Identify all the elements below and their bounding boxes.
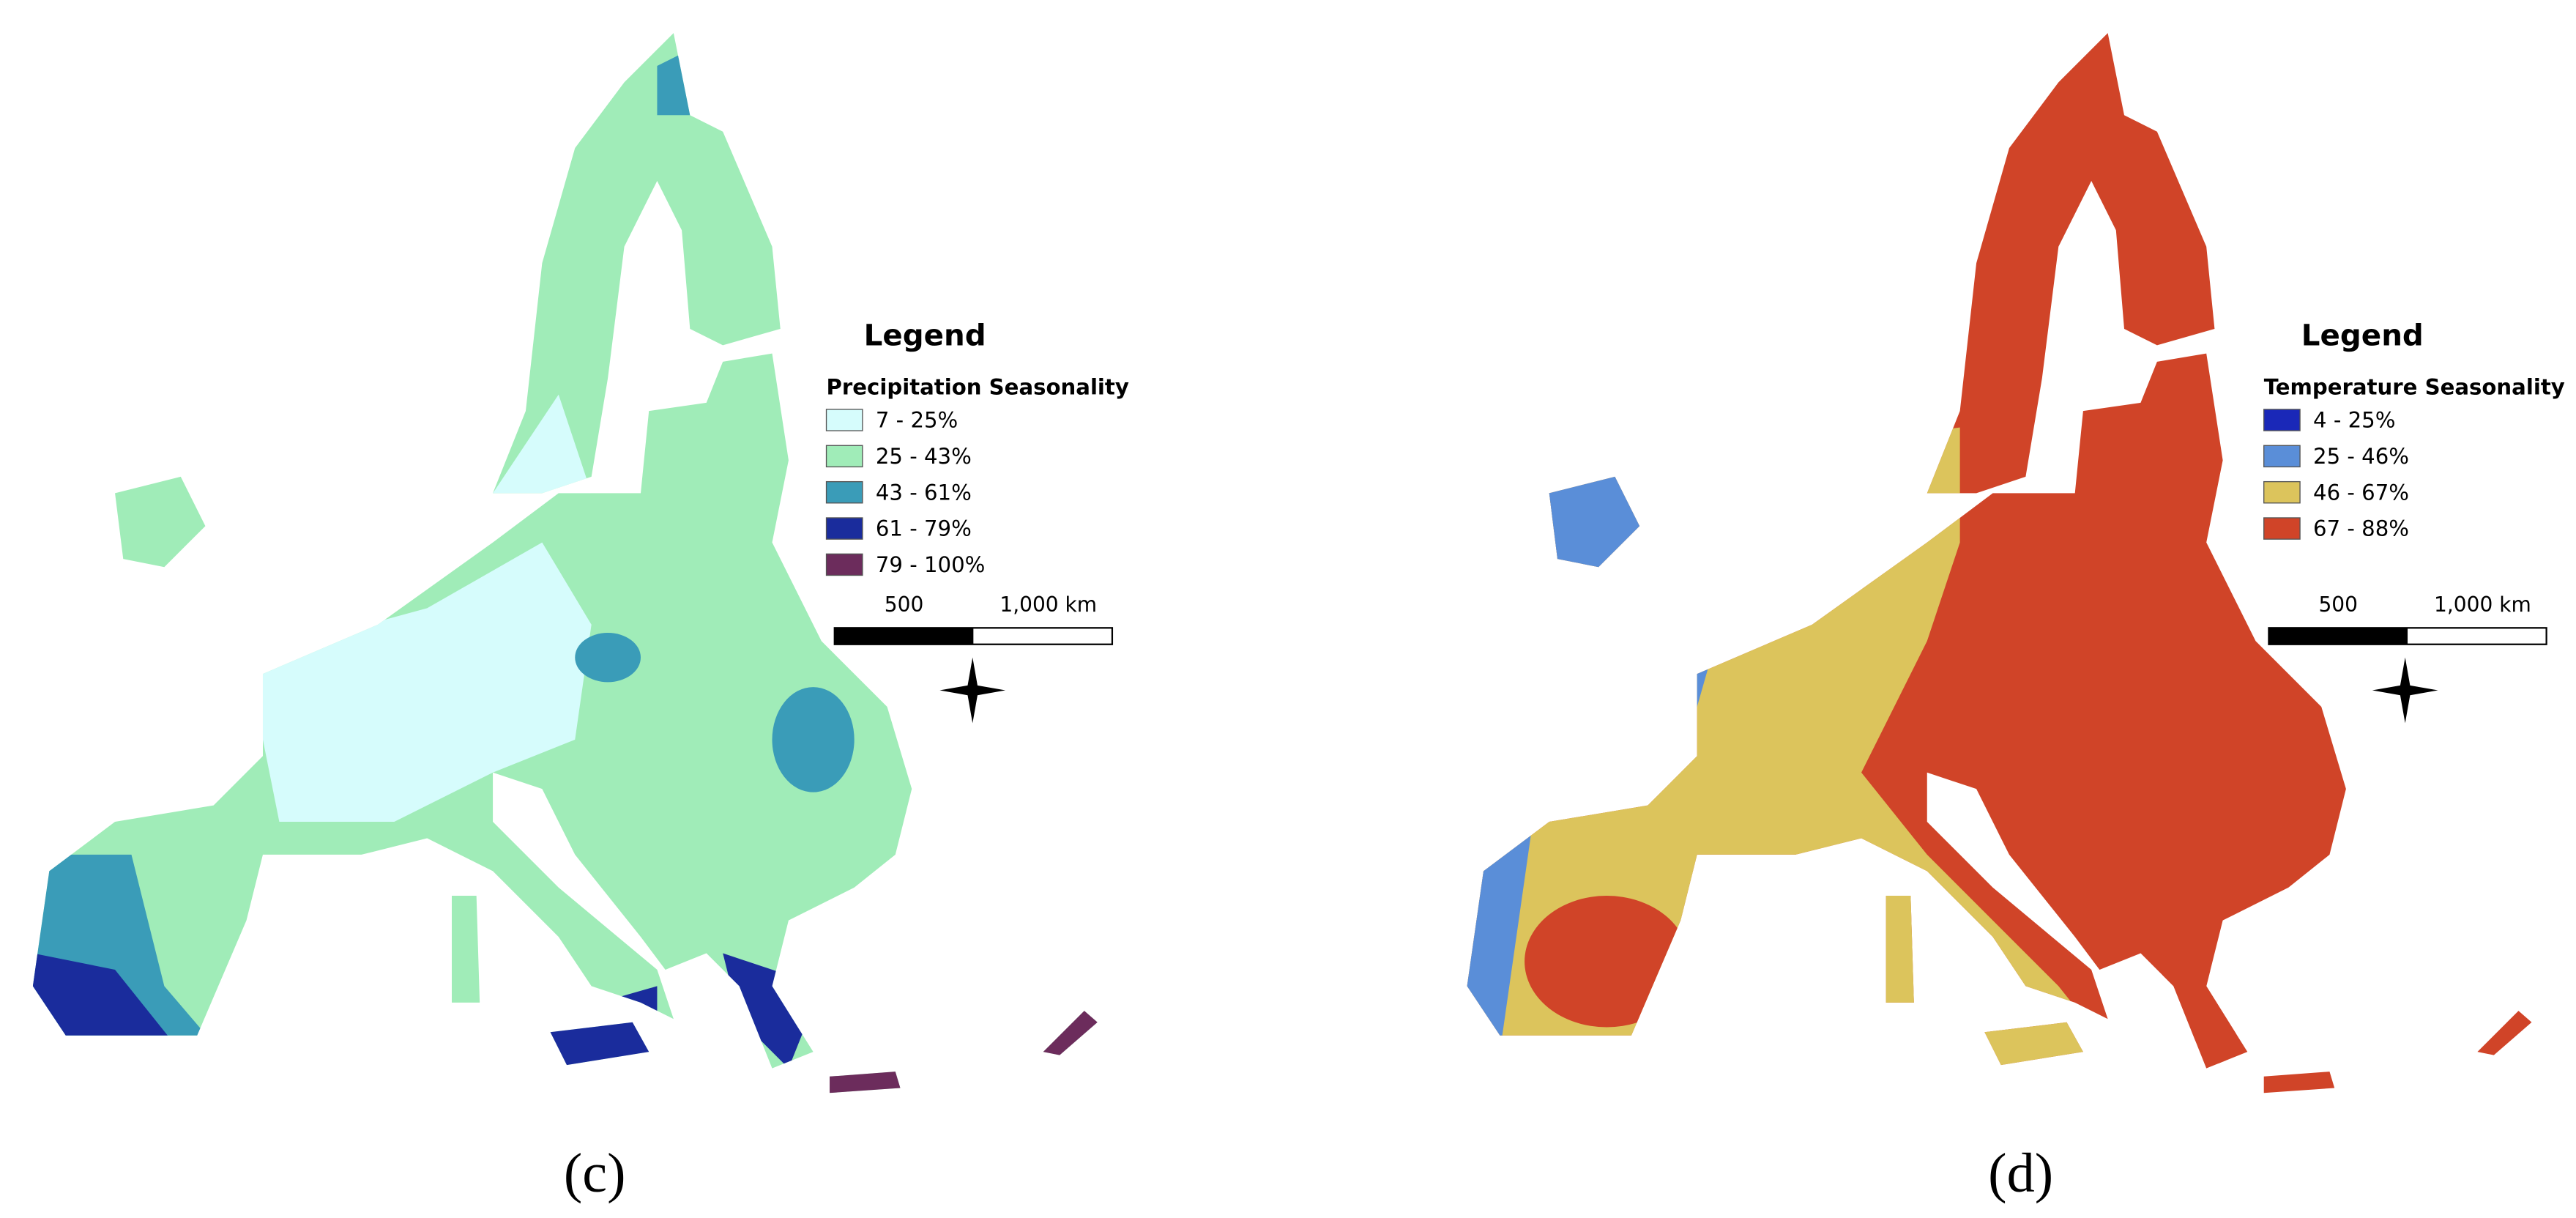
legend-label: 25 - 43% [876, 444, 972, 469]
legend-subtitle: Temperature Seasonality [2264, 375, 2565, 400]
caption: (c) [564, 1142, 626, 1204]
legend-swatch [825, 480, 863, 504]
north-arrow [2372, 657, 2438, 724]
legend-label: 79 - 100% [876, 552, 986, 577]
legend-label: 25 - 46% [2313, 444, 2409, 469]
legend-swatch [2263, 480, 2301, 504]
legend-title: Legend [864, 318, 986, 352]
map-d [1467, 33, 2532, 1093]
legend: Legend Precipitation Seasonality 7 - 25% 25… [564, 318, 1129, 1203]
north-arrow [939, 657, 1006, 724]
legend-label: 67 - 88% [2313, 516, 2409, 541]
legend-title: Legend [2301, 318, 2424, 352]
legend-swatch [2263, 517, 2301, 540]
scale-label: 500 [885, 593, 924, 617]
scale-label: 500 [2318, 593, 2358, 617]
legend-label: 7 - 25% [876, 408, 958, 433]
legend: Legend Temperature Seasonality 4 - 25% 25 -… [1988, 318, 2565, 1203]
legend-label: 43 - 61% [876, 480, 972, 505]
legend-label: 46 - 67% [2313, 480, 2409, 505]
scale-label: 1,000 km [2434, 593, 2531, 617]
legend-swatch [2263, 445, 2301, 468]
legend-swatch [2263, 409, 2301, 431]
legend-swatch [825, 409, 863, 431]
legend-swatch [825, 553, 863, 576]
scale-bar-fill [834, 628, 974, 645]
legend-label: 4 - 25% [2313, 408, 2395, 433]
legend-swatch [825, 517, 863, 540]
legend-swatch [825, 445, 863, 468]
scale-bar-fill [2268, 628, 2408, 645]
legend-label: 61 - 79% [876, 516, 972, 541]
legends: Legend Precipitation Seasonality 7 - 25% 25… [564, 318, 2565, 1203]
scale-label: 1,000 km [999, 593, 1097, 617]
caption: (d) [1988, 1142, 2053, 1204]
legend-subtitle: Precipitation Seasonality [827, 375, 1129, 400]
